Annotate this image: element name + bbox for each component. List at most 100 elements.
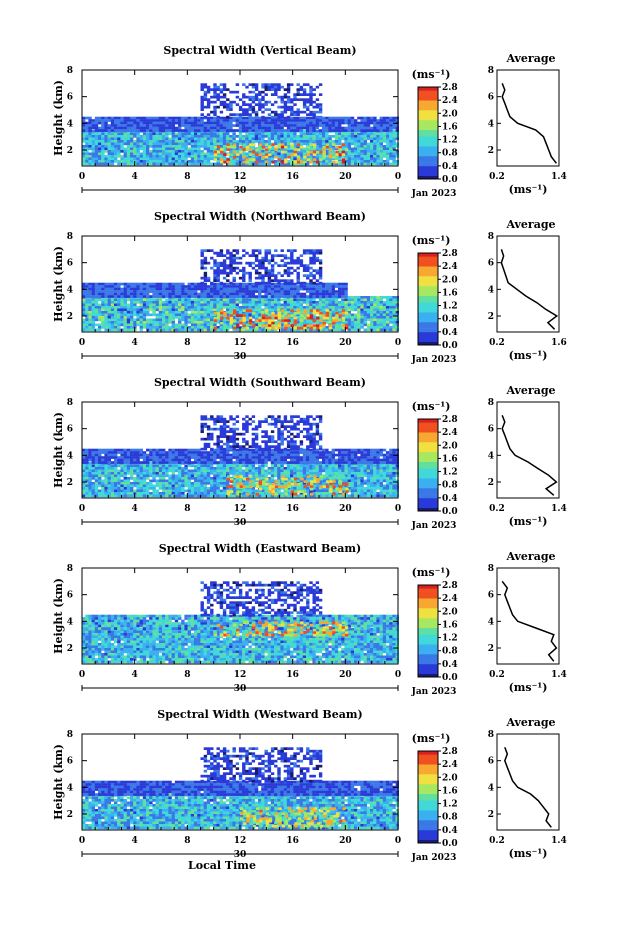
heatmap-cell (213, 124, 217, 127)
heatmap-cell (267, 147, 271, 151)
heatmap-cell (315, 103, 320, 106)
heatmap-cell (280, 464, 284, 468)
heatmap-cell (232, 269, 236, 272)
heatmap-cell (91, 121, 95, 125)
heatmap-cell (357, 137, 361, 141)
heatmap-cell (194, 155, 198, 158)
heatmap-cell (366, 316, 371, 319)
heatmap-cell (123, 298, 127, 302)
heatmap-cell (98, 126, 102, 130)
heatmap-cell (248, 287, 252, 291)
heatmap-cell (389, 147, 393, 151)
heatmap-cell (235, 121, 239, 125)
heatmap-cell (181, 119, 185, 122)
heatmap-cell (242, 160, 246, 164)
heatmap-cell (322, 153, 326, 156)
heatmap-cell (91, 142, 95, 146)
heatmap-cell (110, 292, 115, 296)
heatmap-cell (120, 321, 124, 324)
heatmap-cell (94, 306, 99, 309)
heatmap-cell (222, 126, 227, 130)
heatmap-cell (386, 316, 390, 319)
heatmap-cell (296, 323, 300, 327)
heatmap-cell (203, 121, 207, 125)
heatmap-cell (210, 116, 214, 120)
heatmap-cell (376, 155, 380, 158)
heatmap-cell (222, 150, 227, 153)
heatmap-cell (168, 162, 172, 166)
heatmap-cell (290, 124, 294, 127)
heatmap-cell (226, 295, 230, 298)
heatmap-cell (181, 116, 185, 120)
heatmap-cell (395, 116, 399, 120)
heatmap-cell (286, 326, 291, 329)
heatmap-cell (267, 271, 272, 275)
heatmap-cell (341, 135, 345, 138)
heatmap-cell (232, 132, 236, 136)
heatmap-cell (235, 249, 240, 252)
x-tick-label: 16 (286, 172, 299, 182)
heatmap-cell (258, 464, 262, 468)
heatmap-cell (274, 129, 278, 132)
heatmap-cell (328, 150, 332, 153)
heatmap-cell (91, 126, 95, 130)
heatmap-cell (238, 142, 243, 146)
heatmap-cell (133, 282, 137, 286)
heatmap-cell (139, 328, 143, 332)
heatmap-cell (213, 326, 218, 330)
heatmap-cell (261, 105, 265, 109)
heatmap-cell (280, 287, 284, 291)
heatmap-cell (187, 137, 191, 141)
heatmap-cell (139, 126, 143, 130)
heatmap-cell (255, 153, 259, 156)
heatmap-cell (386, 145, 390, 148)
heatmap-cell (197, 157, 201, 161)
heatmap-cell (312, 126, 316, 130)
heatmap-cell (210, 119, 214, 122)
heatmap-cell (238, 113, 243, 116)
heatmap-cell (146, 147, 150, 151)
heatmap-cell (254, 308, 259, 312)
heatmap-cell (299, 121, 303, 125)
heatmap-cell (357, 298, 361, 302)
heatmap-cell (366, 147, 371, 151)
heatmap-cell (306, 153, 310, 156)
heatmap-cell (117, 295, 121, 298)
heatmap-cell (280, 115, 284, 119)
heatmap-cell (184, 140, 188, 143)
heatmap-cell (306, 264, 310, 267)
heatmap-cell (219, 287, 223, 291)
heatmap-cell (184, 142, 188, 146)
heatmap-cell (114, 145, 118, 148)
heatmap-cell (302, 135, 307, 138)
heatmap-cell (290, 155, 294, 158)
heatmap-cell (306, 287, 310, 291)
heatmap-cell (267, 303, 271, 307)
heatmap-cell (386, 155, 390, 158)
heatmap-cell (146, 464, 150, 468)
heatmap-cell (280, 160, 285, 164)
heatmap-cell (184, 119, 188, 122)
heatmap-cell (146, 135, 150, 138)
heatmap-cell (331, 121, 335, 125)
colorbar-swatch (418, 292, 438, 296)
heatmap-cell (126, 464, 131, 468)
heatmap-cell (178, 145, 182, 148)
heatmap-cell (82, 298, 86, 302)
heatmap-cell (286, 88, 291, 91)
heatmap-cell (274, 140, 278, 143)
colorbar-swatch (418, 338, 438, 342)
heatmap-cell (274, 274, 278, 277)
colorbar-tick-label: 0.0 (442, 341, 458, 351)
heatmap-cell (258, 124, 262, 127)
heatmap-cell (178, 152, 182, 156)
heatmap-cell (88, 306, 92, 309)
heatmap-cell (155, 287, 159, 291)
heatmap-cell (110, 290, 115, 293)
heatmap-cell (315, 119, 319, 122)
heatmap-cell (245, 103, 249, 106)
heatmap-cell (325, 314, 330, 317)
heatmap-cell (376, 326, 380, 329)
heatmap-cell (392, 316, 396, 319)
heatmap-cell (261, 121, 265, 125)
